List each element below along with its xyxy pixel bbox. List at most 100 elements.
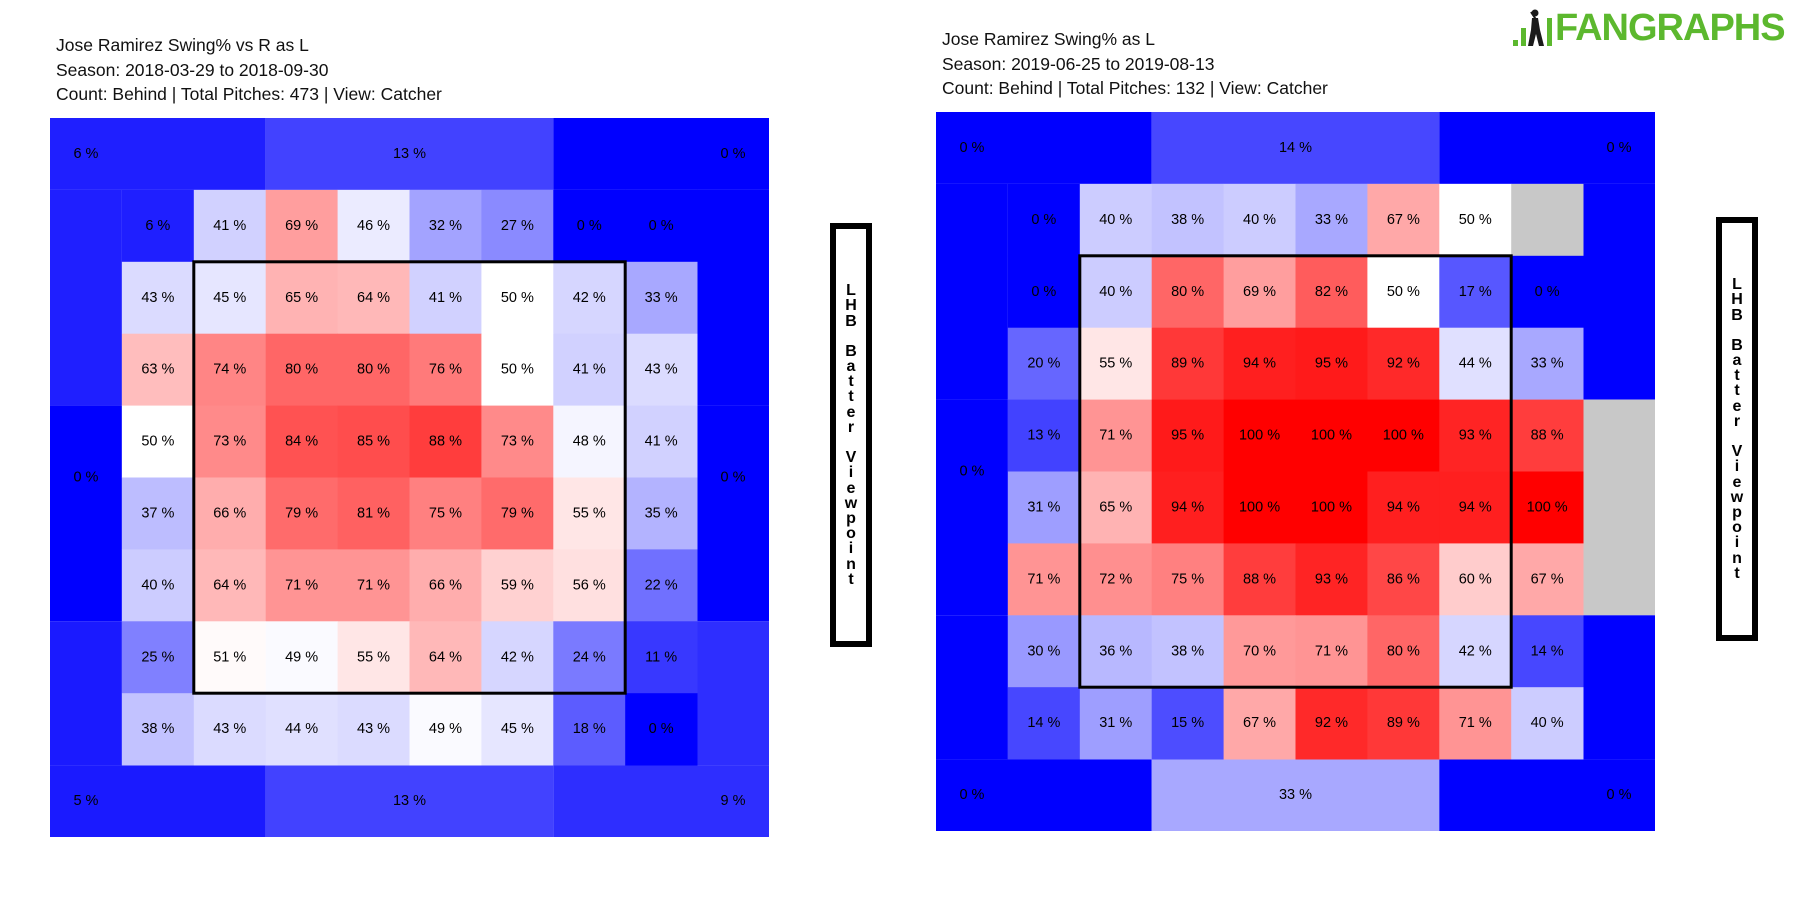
batter-logo-icon [1513,9,1552,46]
chart-1-label-r4c3: 81 % [357,505,390,521]
chart-1-label-r2c1: 74 % [213,362,246,378]
chart-2-cell-r7c3 [1223,687,1296,760]
chart-1-label-r2c0: 63 % [141,362,174,378]
chart-2-cell-r1c1 [1079,255,1153,329]
chart-2-label-r6c2: 38 % [1171,643,1204,659]
chart-1-label-r4c6: 55 % [573,505,606,521]
chart-1-label-r4c0: 37 % [141,505,174,521]
chart-2-cell-r1c6 [1439,255,1512,329]
chart-1-cell-r2c0 [121,333,195,406]
chart-2-cell-r7c0 [1007,687,1081,760]
chart-2-label-r1c1: 40 % [1099,284,1132,300]
chart-1-cell-r1c1 [193,261,267,335]
chart-1-zone-top-right [553,118,769,190]
chart-2-label-r3c3: 100 % [1239,428,1280,444]
chart-1-cell-r3c0 [121,405,195,478]
chart-2-label-r4c2: 94 % [1171,499,1204,515]
chart-2-cell-r0c1 [1079,183,1153,257]
chart-1-cell-r5c1 [193,549,267,622]
chart-1-label-r0c3: 46 % [357,218,390,234]
chart-1-zone-top-mid [265,118,554,190]
chart-2-label-bottom-left: 0 % [959,787,984,803]
chart-1-zone-right-lower [697,621,769,766]
chart-2-cell-r0c5 [1367,183,1440,257]
chart-2-label-r7c3: 67 % [1243,715,1276,731]
chart-1-label-mid-right: 0 % [721,470,746,486]
chart-2-cell-r3c0 [1007,399,1081,472]
chart-2-cell-r2c1 [1079,327,1153,400]
chart-2-label-bottom-right: 0 % [1607,787,1632,803]
chart-1-cell-r2c1 [193,333,267,406]
chart-1-label-top-left: 6 % [73,146,98,162]
chart-1-label-r6c1: 51 % [213,649,246,665]
chart-1-cell-r0c1 [193,189,267,263]
chart-2-label-r5c2: 75 % [1171,571,1204,587]
chart-2-cell-r5c3 [1223,543,1296,616]
chart-1-label-r1c3: 64 % [357,290,390,306]
chart-2-title: Jose Ramirez Swing% as L [942,29,1155,49]
chart-1-label-r1c0: 43 % [141,290,174,306]
chart-1-cell-r0c2 [265,189,338,263]
chart-2-zone-top-left [936,112,1152,184]
chart-1-cell-r1c4 [409,261,482,335]
chart-1-label-r3c5: 73 % [501,434,534,450]
chart-1-cell-r5c3 [337,549,410,622]
chart-1-cell-r7c2 [265,693,338,766]
chart-2-zone-bottom-mid [1151,759,1440,831]
chart-2-label-r1c4: 82 % [1315,284,1348,300]
chart-1-label-r6c3: 55 % [357,649,390,665]
chart-2-label-r1c3: 69 % [1243,284,1276,300]
chart-2-label-r2c7: 33 % [1531,356,1564,372]
chart-2-label-r3c5: 100 % [1383,428,1424,444]
chart-1-label-r2c7: 43 % [645,362,678,378]
chart-2-label-r4c7: 100 % [1527,499,1568,515]
chart-1-label-r6c0: 25 % [141,649,174,665]
chart-2-label-r7c5: 89 % [1387,715,1420,731]
chart-1-label-bottom-right: 9 % [721,793,746,809]
chart-1-cell-r4c5 [481,477,554,550]
chart-2-cell-r3c7 [1511,399,1584,472]
chart-1-cell-r2c3 [337,333,410,406]
chart-1-cell-r4c1 [193,477,267,550]
chart-1-label-r1c2: 65 % [285,290,318,306]
chart-2-label-r1c7: 0 % [1535,284,1560,300]
chart-1-label-r7c5: 45 % [501,721,534,737]
chart-1-cell-r3c1 [193,405,267,478]
chart-1-cell-r7c1 [193,693,267,766]
chart-2-cell-r0c7 [1511,183,1584,257]
chart-2-cell-r7c7 [1511,687,1584,760]
chart-2-label-r3c0: 13 % [1027,428,1060,444]
chart-2-label-mid-left: 0 % [959,464,984,480]
chart-2-label-r4c5: 94 % [1387,499,1420,515]
chart-2-label-r3c2: 95 % [1171,428,1204,444]
chart-2-cell-r7c4 [1295,687,1368,760]
chart-2-label-r2c3: 94 % [1243,356,1276,372]
chart-2-label-r0c4: 33 % [1315,212,1348,228]
chart-1-label-r3c2: 84 % [285,434,318,450]
chart-1-label-r7c6: 18 % [573,721,606,737]
chart-2-zone-bottom-right [1439,759,1655,831]
chart-2-label-r7c1: 31 % [1099,715,1132,731]
chart-2-cell-r3c5 [1367,399,1440,472]
chart-1-cell-r6c4 [409,621,482,694]
chart-1-cell-r2c2 [265,333,338,406]
chart-1-label-r5c3: 71 % [357,577,390,593]
chart-2-label-r1c6: 17 % [1459,284,1492,300]
chart-2-cell-r2c7 [1511,327,1584,400]
chart-2-label-r5c0: 71 % [1027,571,1060,587]
chart-1-label-r3c7: 41 % [645,434,678,450]
chart-1-label-r2c5: 50 % [501,362,534,378]
chart-1-cell-r4c7 [625,477,698,550]
chart-1-cell-r6c3 [337,621,410,694]
chart-1-cell-r6c7 [625,621,698,694]
chart-1-label-r1c6: 42 % [573,290,606,306]
chart-1-cell-r6c5 [481,621,554,694]
chart-2-label-r6c7: 14 % [1531,643,1564,659]
chart-1-cell-r4c4 [409,477,482,550]
chart-2-cell-r4c3 [1223,471,1296,544]
chart-2-cell-r6c6 [1439,615,1512,688]
chart-1-cell-r1c6 [553,261,626,335]
chart-1-label-r1c4: 41 % [429,290,462,306]
chart-2-zone-bottom-left [936,759,1152,831]
chart-1-label-r5c0: 40 % [141,577,174,593]
